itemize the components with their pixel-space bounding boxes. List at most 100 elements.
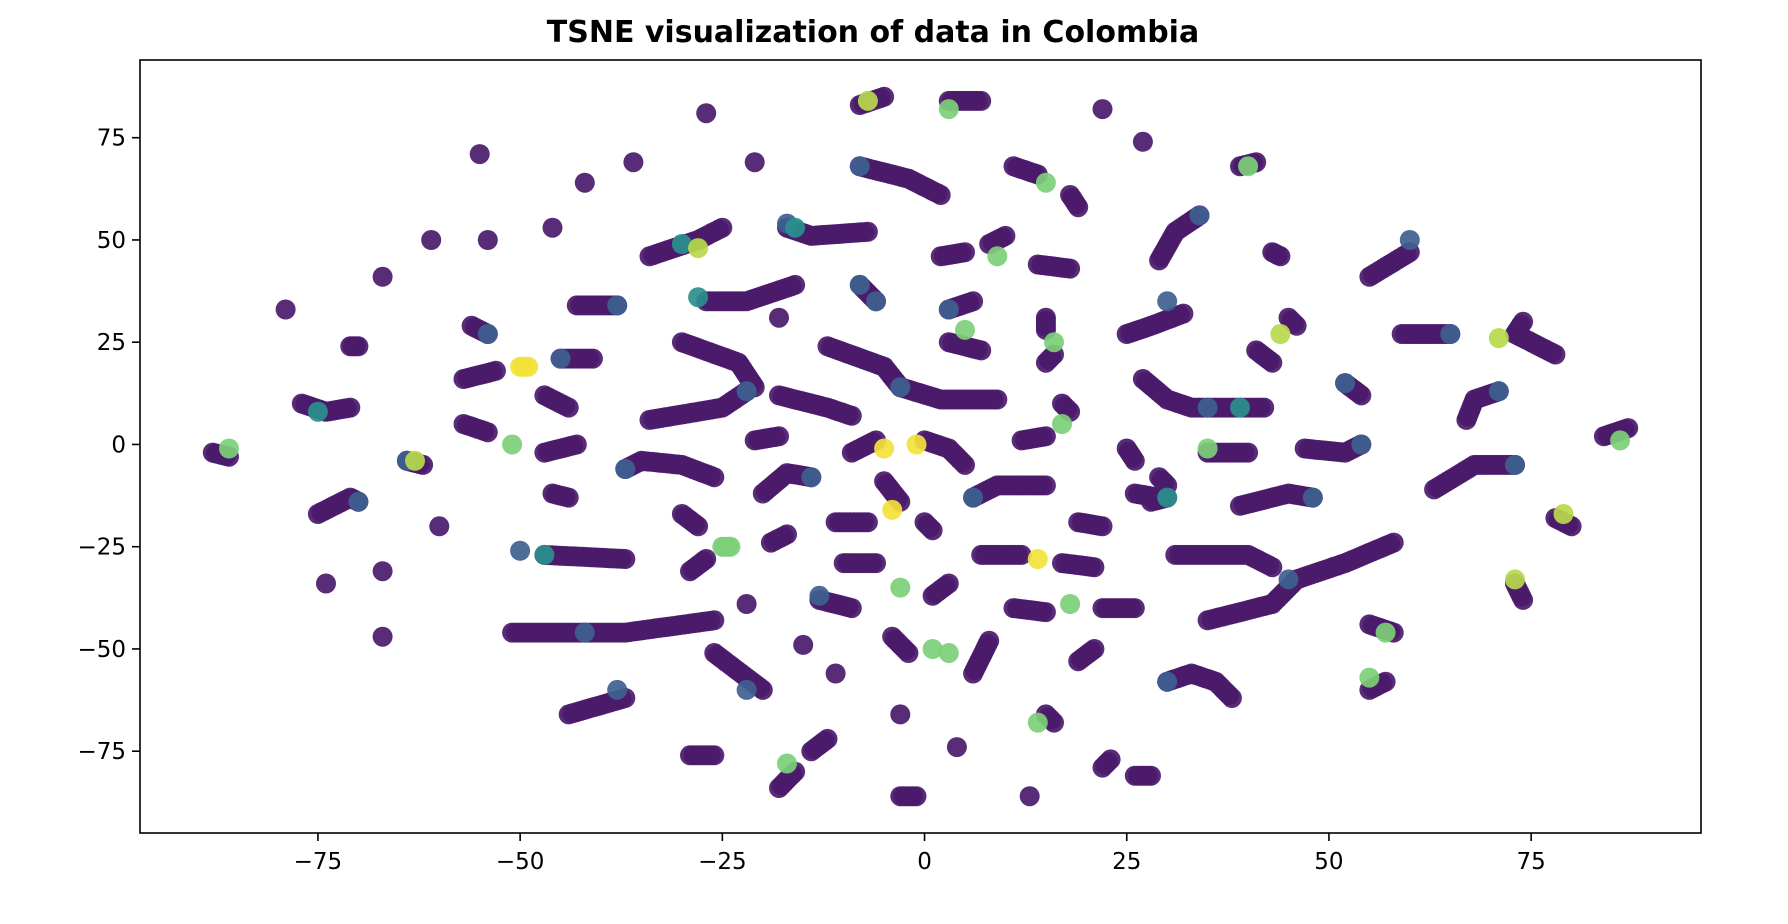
scatter-point: [785, 274, 806, 295]
scatter-point: [1545, 344, 1566, 365]
scatter-point: [736, 381, 757, 402]
scatter-point: [1238, 156, 1259, 177]
scatter-point: [1375, 671, 1396, 692]
scatter-point: [607, 679, 628, 700]
scatter-point: [477, 230, 498, 250]
scatter-point: [566, 434, 587, 455]
scatter-point: [906, 786, 927, 807]
scatter-point: [1132, 131, 1153, 152]
scatter-point: [510, 540, 531, 561]
scatter-point: [793, 634, 814, 655]
scatter-point: [995, 225, 1016, 246]
scatter-point: [307, 401, 328, 422]
scatter-point: [1035, 172, 1056, 193]
scatter-point: [275, 299, 296, 320]
scatter-point: [696, 103, 717, 124]
scatter-point: [906, 434, 927, 455]
scatter-point: [502, 434, 523, 455]
scatter-point: [1124, 450, 1145, 471]
scatter-point: [955, 242, 975, 263]
scatter-point: [1035, 426, 1056, 447]
scatter-point: [558, 397, 579, 418]
scatter-point: [1157, 487, 1178, 508]
axes-frame: [139, 59, 1702, 834]
y-tick-label: 75: [97, 126, 126, 152]
scatter-point: [1488, 328, 1509, 349]
scatter-point: [688, 516, 709, 537]
scatter-point: [1335, 373, 1356, 394]
scatter-point: [704, 610, 725, 631]
scatter-point: [1068, 197, 1089, 218]
x-tick-label: −75: [294, 849, 343, 875]
scatter-point: [477, 324, 498, 344]
scatter-point: [971, 340, 992, 361]
scatter-point: [1221, 688, 1242, 708]
scatter-point: [1035, 475, 1056, 496]
scatter-point: [607, 295, 628, 316]
scatter-point: [874, 86, 895, 107]
scatter-point: [1302, 487, 1323, 508]
scatter-point: [857, 221, 878, 242]
scatter-point: [777, 524, 797, 545]
scatter-point: [1505, 569, 1525, 590]
scatter-point: [574, 622, 595, 643]
scatter-point: [688, 287, 709, 308]
scatter-point: [987, 246, 1008, 267]
y-tick-label: −50: [77, 637, 126, 663]
scatter-point: [1286, 315, 1307, 336]
scatter-point: [1351, 434, 1372, 455]
scatter-point: [623, 152, 644, 173]
scatter-point: [955, 454, 975, 475]
scatter-point: [736, 679, 757, 700]
scatter-point: [534, 544, 555, 565]
chart-title: TSNE visualization of data in Colombia: [547, 15, 1199, 50]
scatter-point: [340, 397, 361, 418]
scatter-point: [1399, 230, 1420, 250]
y-tick-label: 25: [97, 330, 126, 356]
scatter-point: [1278, 569, 1299, 590]
scatter-point: [688, 238, 709, 259]
x-tick-label: −50: [496, 849, 545, 875]
scatter-point: [777, 753, 797, 774]
scatter-point: [1383, 532, 1404, 553]
scatter-point: [1440, 324, 1461, 344]
y-tick-label: −75: [77, 739, 126, 765]
scatter-point: [841, 598, 862, 619]
scatter-point: [946, 737, 967, 758]
x-tick-label: −25: [698, 849, 747, 875]
scatter-point: [1027, 712, 1048, 733]
scatter-point: [1044, 712, 1064, 733]
scatter-point: [987, 389, 1008, 410]
x-tick-label: 50: [1314, 849, 1343, 875]
scatter-point: [372, 266, 393, 287]
scatter-point: [1092, 516, 1113, 537]
scatter-point: [938, 99, 959, 120]
scatter-point: [316, 573, 336, 594]
scatter-point: [1262, 352, 1283, 373]
scatter-point: [1141, 765, 1161, 786]
scatter-point: [1230, 397, 1250, 418]
scatter-point: [1488, 381, 1509, 402]
scatter-point: [372, 626, 393, 647]
x-tick-label: 75: [1517, 849, 1546, 875]
scatter-point: [1060, 258, 1081, 279]
scatter-point: [1189, 205, 1210, 226]
scatter-point: [421, 230, 442, 250]
scatter-point: [890, 704, 911, 725]
y-axis: −75 −50 −25 0 25 50 75: [77, 126, 140, 765]
scatter-point: [882, 499, 903, 520]
scatter-point: [518, 356, 539, 377]
scatter-point: [712, 217, 733, 238]
x-tick-label: 0: [917, 849, 932, 875]
scatter-point: [769, 426, 789, 447]
scatter-point: [890, 377, 911, 398]
scatter-point: [1011, 544, 1032, 565]
scatter-point: [1254, 397, 1275, 418]
scatter-point: [857, 90, 878, 111]
scatter-point: [550, 348, 571, 369]
scatter-point: [704, 745, 725, 766]
scatter-point: [898, 643, 919, 663]
y-tick-label: −25: [77, 535, 126, 561]
scatter-point: [744, 152, 765, 173]
scatter-point: [348, 491, 369, 512]
